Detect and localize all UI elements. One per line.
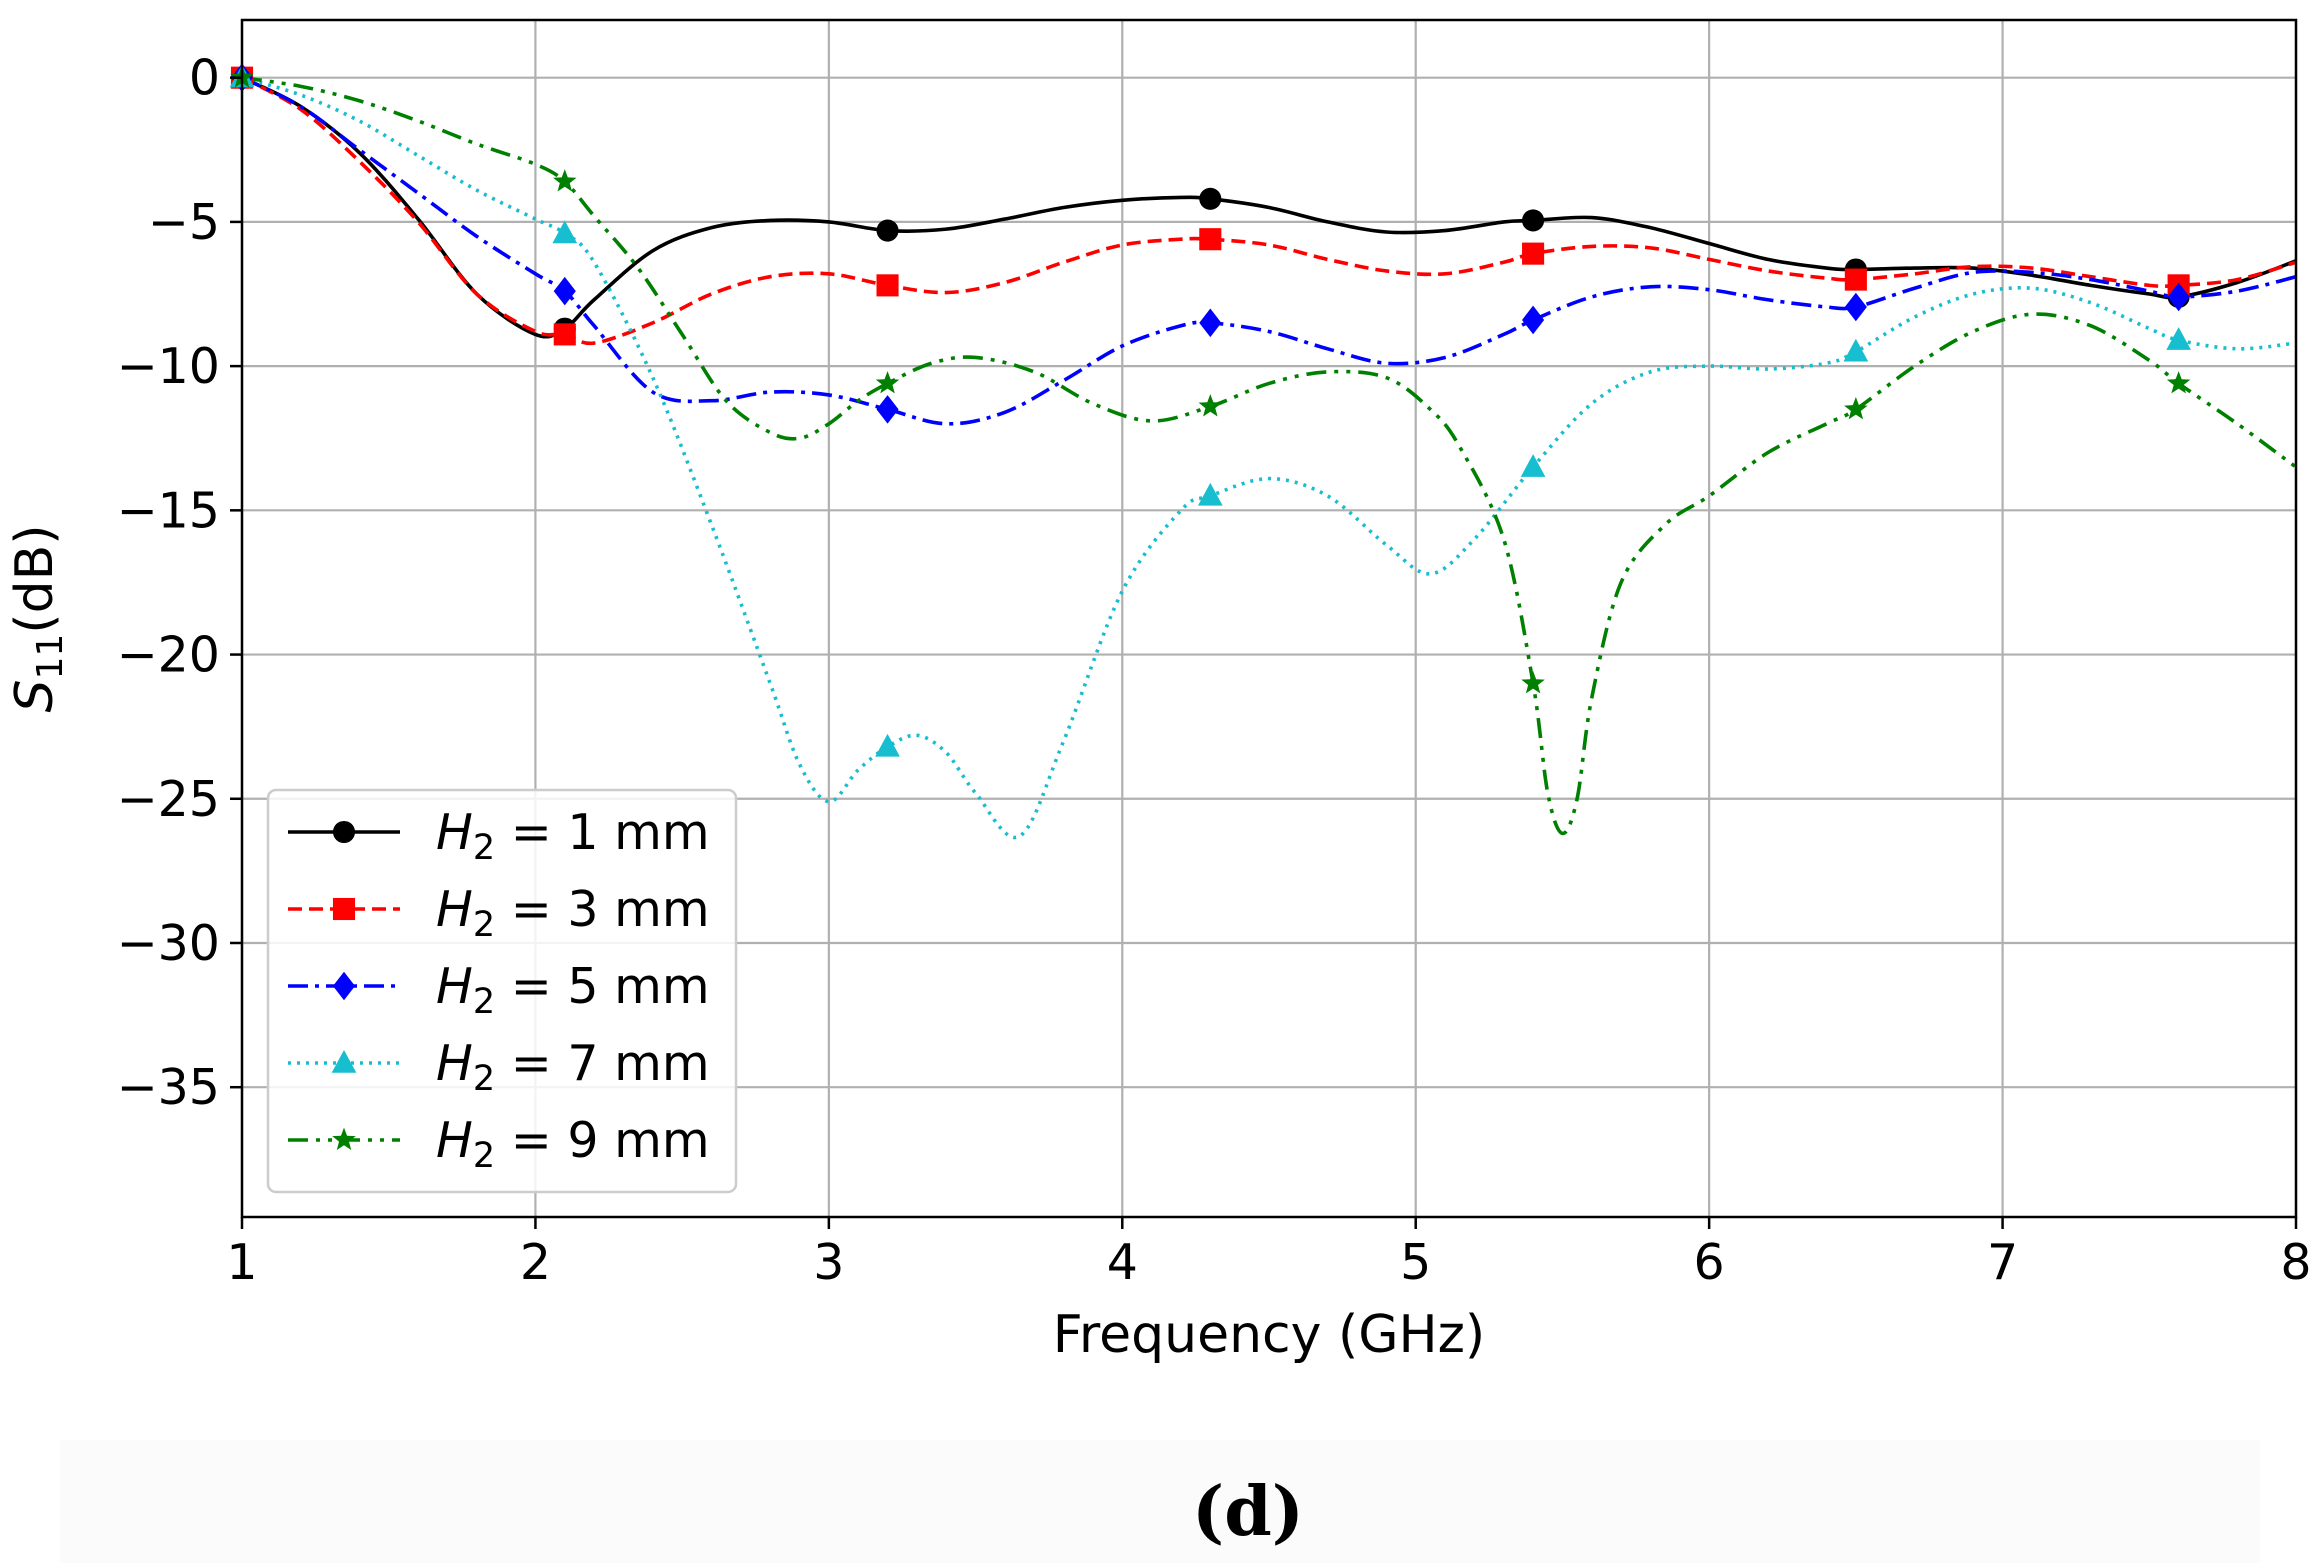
series-marker-4: [875, 733, 900, 757]
series-marker-4: [1520, 454, 1546, 477]
x-tick-label: 1: [226, 1234, 257, 1291]
series-marker-5: [1844, 397, 1868, 420]
series-marker-2: [553, 323, 576, 346]
y-tick-label: −5: [148, 194, 220, 251]
series-marker-5: [875, 371, 900, 394]
series-marker-3: [1199, 308, 1222, 338]
series-marker-3: [876, 395, 899, 424]
x-tick-label: 8: [2280, 1234, 2311, 1291]
legend-marker-4: [331, 1050, 357, 1073]
legend-label-4: H2 = 7 mm: [436, 1035, 710, 1099]
series-marker-1: [876, 219, 899, 242]
plot-frame: [240, 18, 2298, 1219]
x-tick-label: 3: [813, 1234, 844, 1291]
y-tick-label: −15: [117, 482, 220, 539]
series-marker-5: [2166, 371, 2191, 394]
series-line-5: [241, 75, 2298, 836]
series-marker-5: [1198, 394, 1223, 417]
y-axis-label-rest: (dB): [5, 524, 65, 633]
x-axis-label: Frequency (GHz): [1053, 1305, 1485, 1365]
legend-label-5: H2 = 9 mm: [436, 1112, 710, 1176]
legend-marker-1: [332, 820, 356, 844]
series-marker-3: [2167, 282, 2190, 312]
y-tick-label: 0: [189, 50, 220, 107]
y-axis-label-main: S: [5, 680, 65, 713]
x-tick-label: 6: [1694, 1234, 1725, 1291]
series-line-4: [241, 75, 2297, 840]
legend-label-1: H2 = 1 mm: [436, 804, 710, 868]
legend-label-2: H2 = 3 mm: [436, 881, 710, 945]
series-marker-3: [553, 276, 576, 306]
series-marker-2: [1844, 268, 1867, 291]
series-marker-4: [552, 220, 578, 244]
y-tick-label: −35: [117, 1059, 220, 1116]
series-marker-4: [2166, 327, 2191, 350]
legend: H2 = 1 mm H2 = 3 mm H2 = 5 mm H2 = 7 mm H2 =…: [266, 788, 738, 1194]
y-axis-label-sub: 11: [30, 634, 71, 680]
panel-label: (d): [1192, 1472, 1304, 1552]
y-tick-label: −25: [117, 771, 220, 828]
series-marker-3: [1844, 292, 1867, 322]
legend-marker-3: [332, 971, 356, 1001]
series-marker-3: [1522, 305, 1545, 335]
series-marker-2: [876, 274, 899, 297]
x-tick-label: 7: [1987, 1234, 2018, 1291]
y-tick-label: −10: [117, 338, 220, 395]
legend-marker-2: [332, 897, 356, 921]
series-marker-4: [1197, 482, 1223, 506]
series-marker-5: [1521, 671, 1545, 694]
legend-box: [266, 788, 738, 1194]
legend-marker-5: [332, 1127, 356, 1150]
series-marker-1: [1199, 187, 1222, 210]
axis-ticks: 1 2 3 4 5 6 7 8 0 −5 −10 −15 −20 −25 −30 −35: [117, 50, 2312, 1291]
series-marker-2: [1522, 242, 1545, 265]
series-marker-4: [1843, 338, 1869, 362]
series-markers: [229, 63, 2191, 757]
x-tick-label: 5: [1400, 1234, 1431, 1291]
x-tick-label: 2: [520, 1234, 551, 1291]
series-marker-5: [553, 169, 577, 192]
y-tick-label: −20: [117, 627, 220, 684]
series-marker-2: [1199, 228, 1222, 251]
legend-label-3: H2 = 5 mm: [436, 958, 710, 1022]
y-tick-label: −30: [117, 915, 220, 972]
x-tick-label: 4: [1107, 1234, 1138, 1291]
series-line-2: [241, 76, 2297, 346]
series-marker-1: [1522, 209, 1545, 232]
y-axis-label: S11(dB): [5, 524, 71, 712]
